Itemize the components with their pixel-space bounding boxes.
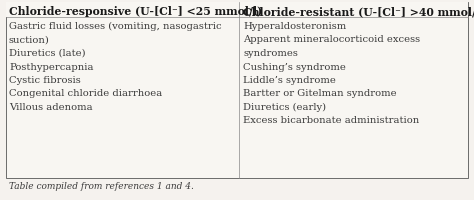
Text: suction): suction)	[9, 35, 50, 44]
Text: Cystic fibrosis: Cystic fibrosis	[9, 76, 81, 85]
Text: Congenital chloride diarrhoea: Congenital chloride diarrhoea	[9, 89, 162, 98]
Text: Liddle’s syndrome: Liddle’s syndrome	[243, 76, 336, 85]
Text: Chloride-resistant (U-[Cl⁻] >40 mmol/l): Chloride-resistant (U-[Cl⁻] >40 mmol/l)	[243, 6, 474, 17]
Text: Diuretics (early): Diuretics (early)	[243, 102, 327, 112]
Text: Cushing’s syndrome: Cushing’s syndrome	[243, 62, 346, 71]
Text: Bartter or Gitelman syndrome: Bartter or Gitelman syndrome	[243, 89, 397, 98]
Text: Table compiled from references 1 and 4.: Table compiled from references 1 and 4.	[9, 181, 194, 190]
Text: Gastric fluid losses (vomiting, nasogastric: Gastric fluid losses (vomiting, nasogast…	[9, 22, 222, 31]
Text: syndromes: syndromes	[243, 49, 298, 58]
Text: Chloride-responsive (U-[Cl⁻] <25 mmol/l): Chloride-responsive (U-[Cl⁻] <25 mmol/l)	[9, 6, 262, 17]
Text: Excess bicarbonate administration: Excess bicarbonate administration	[243, 116, 419, 125]
Text: Apparent mineralocorticoid excess: Apparent mineralocorticoid excess	[243, 35, 420, 44]
Text: Posthypercapnia: Posthypercapnia	[9, 62, 93, 71]
Text: Villous adenoma: Villous adenoma	[9, 102, 92, 111]
Text: Hyperaldosteronism: Hyperaldosteronism	[243, 22, 346, 31]
Bar	[6, 3, 468, 18]
Bar	[6, 3, 468, 178]
Text: Diuretics (late): Diuretics (late)	[9, 49, 86, 58]
